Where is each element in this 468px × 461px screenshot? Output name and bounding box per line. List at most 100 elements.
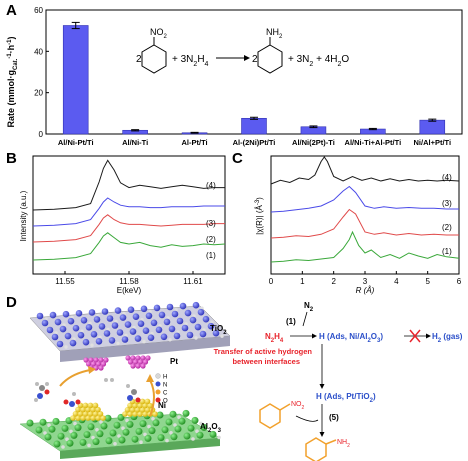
y-tick-label: 0 <box>39 130 44 139</box>
al2o3-small-atom <box>43 431 47 435</box>
category-label: Al/Ni(2Pt)-Ti <box>292 138 335 147</box>
panel-letter-c: C <box>232 150 243 167</box>
tio2-atom <box>176 317 184 325</box>
ni-atom <box>82 402 89 409</box>
tio2-atom <box>64 332 72 340</box>
benzene-ring-nitro <box>141 44 167 74</box>
al2o3-atom <box>109 429 117 437</box>
al2o3-small-atom <box>199 421 203 426</box>
tio2-atom <box>181 324 189 332</box>
pt-atom <box>100 361 107 367</box>
tio2-atom <box>77 331 85 339</box>
al2o3-small-atom <box>69 429 73 434</box>
category-label: Ni/Al+Pt/Ti <box>413 138 451 147</box>
curve-label: (2) <box>206 235 216 244</box>
nitro-bond <box>279 403 291 411</box>
exafs-chart: |χ(R)| (Å-3) (1) (2) (3) (4) 0 1 2 3 4 5 6 R (Å) <box>255 155 462 295</box>
benzene-ring-amine <box>257 44 283 74</box>
ni-atom <box>97 411 104 417</box>
x-tick-label: 1 <box>300 277 305 286</box>
ni-atom <box>127 402 133 409</box>
panel-letter-d: D <box>6 294 17 311</box>
al2o3-small-atom <box>95 428 99 432</box>
al2o3-atom <box>92 438 100 446</box>
amine-group-label: NH2 <box>266 27 283 40</box>
x-tick-label: 3 <box>363 277 368 286</box>
pt-atom <box>98 357 104 363</box>
tio2-atom <box>49 311 57 319</box>
al2o3-atom <box>52 417 60 425</box>
category-label: Al-(2Ni)Pt/Ti <box>233 138 276 147</box>
nitrobenzene-ring <box>259 403 281 429</box>
x-tick-label: 5 <box>425 277 430 286</box>
y-axis-label-b: Intensity (a.u.) <box>19 190 28 241</box>
al2o3-atom <box>44 433 52 441</box>
ni-atom <box>92 411 99 417</box>
tio2-atom <box>197 308 205 316</box>
tio2-atom <box>108 337 116 344</box>
al2o3-atom <box>105 437 113 445</box>
al2o3-atom <box>48 425 56 433</box>
atom-legend: H N C O <box>155 373 168 405</box>
tio2-atom <box>189 316 197 324</box>
al2o3-atom <box>70 431 78 439</box>
ni-atom <box>124 407 131 413</box>
tio2-small-atom <box>90 343 94 347</box>
al2o3-atom <box>35 426 43 434</box>
ni-atom <box>80 415 86 421</box>
tio2-slab <box>29 301 231 362</box>
ni-atom <box>87 411 94 417</box>
ni-atom <box>90 406 96 413</box>
pt-atom <box>83 357 89 363</box>
al2o3-small-atom <box>113 442 117 446</box>
tio2-atom <box>199 330 207 338</box>
tio2-atom <box>179 302 187 310</box>
arrow-head <box>244 55 250 61</box>
x-axis-label-b: E(keV) <box>117 286 142 295</box>
tio2-atom <box>88 309 96 316</box>
al2o3-small-atom <box>65 437 69 441</box>
ni-atom <box>95 406 101 413</box>
al2o3-atom <box>144 434 152 442</box>
curve-2 <box>32 214 225 243</box>
tio2-atom <box>54 318 62 326</box>
panel-letter-a: A <box>6 2 17 19</box>
al2o3-atom <box>156 411 164 419</box>
tio2-atom <box>41 319 49 327</box>
tio2-atom <box>171 310 179 318</box>
pt-atom <box>140 363 146 369</box>
curve-label: (1) <box>442 247 452 256</box>
ni-atom <box>144 398 151 405</box>
legend-h-label: H <box>163 375 167 381</box>
ni-atom <box>90 415 96 421</box>
tio2-small-atom <box>142 339 146 344</box>
bar <box>241 117 267 135</box>
ni-atom <box>75 406 81 413</box>
legend-o-label: O <box>163 399 168 405</box>
bar <box>62 25 89 135</box>
al2o3-atom <box>87 423 95 431</box>
al2o3-small-atom <box>125 418 129 423</box>
x-tick-label: 11.61 <box>183 277 203 286</box>
amine-bond <box>325 439 337 445</box>
al2o3-atom <box>135 427 143 435</box>
al2o3-small-atom <box>195 429 199 433</box>
pt-atom <box>132 359 139 365</box>
xanes-chart: Intensity (a.u.) (1) (2) (3) (4) 11.55 11.58… <box>19 155 226 295</box>
curve-4 <box>270 156 460 185</box>
tio2-atom <box>69 339 77 347</box>
al2o3-atom <box>178 417 186 425</box>
ni-label: Ni <box>158 401 166 410</box>
al2o3-small-atom <box>147 424 151 429</box>
ni-atom <box>80 406 86 413</box>
tio2-atom <box>62 310 70 318</box>
product-terms: + 3N2 + 4H2O <box>288 54 349 68</box>
al2o3-small-atom <box>143 432 147 437</box>
tio2-atom <box>90 331 98 338</box>
al2o3-small-atom <box>91 435 95 440</box>
tio2-atom <box>147 334 155 341</box>
ni-atom <box>134 407 141 413</box>
y-tick-label: 40 <box>34 47 43 56</box>
tio2-atom <box>168 325 176 333</box>
al2o3-atom <box>26 419 34 427</box>
